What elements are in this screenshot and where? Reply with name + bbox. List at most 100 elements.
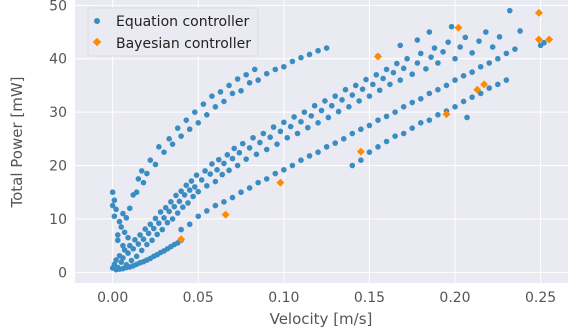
equation-controller-point — [263, 70, 270, 77]
equation-controller-point — [306, 51, 313, 58]
equation-controller-point — [212, 202, 219, 209]
bayesian-controller-point — [276, 178, 285, 187]
equation-controller-point — [173, 192, 179, 199]
equation-controller-point — [340, 136, 347, 142]
equation-controller-point — [150, 225, 157, 232]
equation-controller-point — [133, 253, 140, 260]
equation-controller-point — [217, 89, 224, 95]
equation-controller-point — [202, 168, 208, 174]
equation-controller-point — [460, 98, 467, 105]
equation-controller-point — [120, 255, 126, 261]
y-tick-label: 40 — [49, 52, 67, 68]
equation-controller-point — [328, 102, 335, 109]
bayesian-controller-point — [356, 147, 365, 156]
equation-controller-point — [152, 161, 159, 168]
equation-controller-point — [204, 112, 210, 118]
equation-controller-point — [349, 130, 356, 137]
equation-controller-point — [243, 156, 249, 162]
equation-controller-point — [339, 97, 345, 103]
data-points — [109, 7, 554, 273]
equation-controller-point — [229, 155, 236, 162]
equation-controller-point — [359, 86, 366, 92]
equation-controller-point — [186, 221, 193, 228]
equation-controller-point — [503, 50, 510, 57]
equation-controller-point — [263, 146, 270, 153]
equation-controller-point — [204, 183, 210, 189]
equation-controller-point — [284, 134, 291, 141]
legend-marker-bayesian — [92, 37, 102, 47]
equation-controller-point — [255, 77, 261, 83]
equation-controller-point — [281, 167, 287, 173]
equation-controller-point — [221, 199, 227, 205]
equation-controller-point — [476, 38, 482, 44]
equation-controller-point — [315, 47, 321, 54]
equation-controller-point — [315, 149, 321, 155]
equation-controller-point — [212, 103, 219, 110]
equation-controller-point — [190, 193, 196, 200]
equation-controller-point — [221, 98, 227, 105]
equation-controller-point — [387, 81, 393, 88]
equation-controller-point — [346, 103, 352, 110]
equation-controller-point — [306, 153, 313, 159]
y-tick-label: 0 — [58, 265, 67, 281]
equation-controller-point — [349, 92, 356, 98]
equation-controller-point — [231, 145, 237, 152]
equation-controller-point — [370, 81, 376, 88]
equation-controller-point — [445, 39, 451, 45]
equation-controller-point — [477, 90, 484, 97]
equation-controller-point — [417, 95, 424, 102]
equation-controller-point — [352, 82, 359, 89]
equation-controller-point — [133, 189, 140, 196]
equation-controller-point — [166, 208, 172, 215]
equation-controller-point — [315, 120, 321, 126]
equation-controller-point — [178, 133, 184, 139]
equation-controller-point — [452, 103, 458, 110]
equation-controller-point — [495, 81, 501, 88]
equation-controller-point — [426, 117, 433, 123]
equation-controller-point — [272, 170, 279, 177]
equation-controller-point — [219, 171, 226, 178]
equation-controller-point — [270, 124, 277, 130]
bayesian-controller-point — [545, 35, 554, 44]
equation-controller-point — [460, 73, 467, 79]
equation-controller-point — [123, 215, 130, 221]
equation-controller-point — [125, 250, 131, 256]
equation-controller-point — [366, 93, 373, 99]
equation-controller-point — [239, 140, 246, 147]
equation-controller-point — [272, 66, 279, 73]
y-tick-label: 10 — [49, 212, 67, 228]
equation-controller-point — [113, 206, 119, 213]
equation-controller-point — [234, 162, 241, 169]
equation-controller-point — [238, 87, 244, 94]
legend-marker-equation — [94, 18, 100, 24]
equation-controller-point — [342, 86, 349, 93]
equation-controller-point — [246, 185, 253, 191]
equation-controller-point — [147, 221, 154, 228]
equation-controller-point — [161, 149, 167, 155]
equation-controller-point — [215, 156, 222, 163]
equation-controller-point — [440, 48, 446, 55]
equation-controller-point — [192, 109, 198, 115]
equation-controller-point — [162, 204, 169, 211]
bayesian-controller-point — [221, 210, 230, 219]
equation-controller-point — [298, 54, 304, 61]
equation-controller-point — [298, 157, 304, 163]
equation-controller-point — [383, 113, 390, 120]
y-tick-label: 30 — [49, 105, 67, 121]
equation-controller-point — [156, 144, 162, 150]
equation-controller-point — [135, 241, 142, 247]
equation-controller-point — [142, 226, 148, 232]
legend: Equation controller Bayesian controller — [87, 7, 259, 57]
legend-label-bayesian: Bayesian controller — [116, 36, 251, 52]
equation-controller-point — [323, 45, 330, 51]
equation-controller-point — [486, 85, 493, 91]
equation-controller-point — [457, 44, 463, 50]
equation-controller-point — [109, 189, 116, 196]
equation-controller-point — [477, 63, 484, 70]
equation-controller-point — [226, 82, 232, 89]
equation-controller-point — [214, 167, 220, 173]
equation-controller-point — [169, 141, 176, 147]
equation-controller-point — [140, 236, 147, 243]
y-tick-label: 20 — [49, 159, 67, 175]
equation-controller-point — [489, 44, 496, 50]
